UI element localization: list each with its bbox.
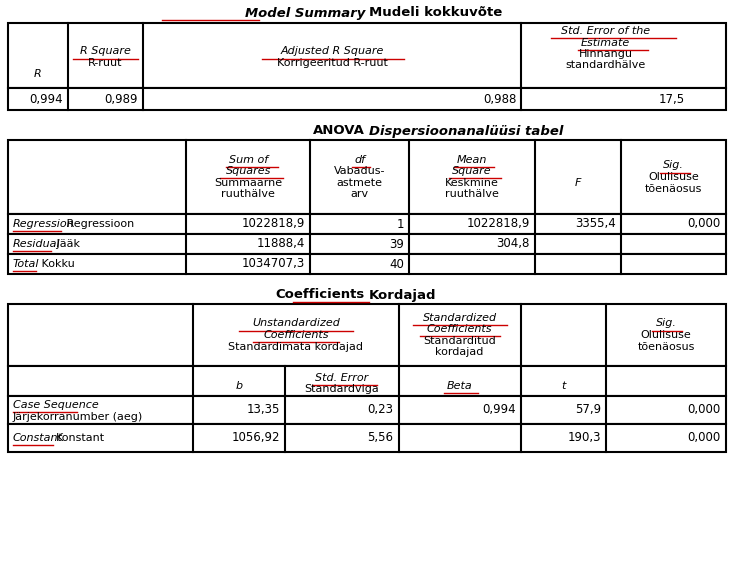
Bar xyxy=(8,140,726,214)
Text: Keskmine: Keskmine xyxy=(446,178,499,188)
Text: Constant: Constant xyxy=(13,433,63,443)
Text: Standarditud: Standarditud xyxy=(424,336,496,346)
Text: 57,9: 57,9 xyxy=(575,403,601,416)
Text: Standardized: Standardized xyxy=(423,313,497,323)
Text: Kordajad: Kordajad xyxy=(369,289,437,302)
Text: 39: 39 xyxy=(390,237,404,250)
Bar xyxy=(8,214,726,234)
Text: 11888,4: 11888,4 xyxy=(257,237,305,250)
Text: Coefficients: Coefficients xyxy=(276,289,365,302)
Bar xyxy=(8,424,726,452)
Bar xyxy=(8,366,726,396)
Text: Total: Total xyxy=(13,259,40,269)
Text: 0,988: 0,988 xyxy=(483,93,517,106)
Text: Olulisuse: Olulisuse xyxy=(641,330,691,340)
Text: Square: Square xyxy=(452,166,492,176)
Text: t: t xyxy=(562,381,566,391)
Text: Case Sequence: Case Sequence xyxy=(13,400,99,410)
Text: R: R xyxy=(34,69,42,79)
Text: Sum of: Sum of xyxy=(228,155,268,165)
Text: ANOVA: ANOVA xyxy=(313,124,365,137)
Text: 1: 1 xyxy=(397,218,404,231)
Text: 3355,4: 3355,4 xyxy=(575,218,616,231)
Text: Hinnangu: Hinnangu xyxy=(578,49,633,59)
Text: 17,5: 17,5 xyxy=(659,93,685,106)
Text: Mudeli kokkuvõte: Mudeli kokkuvõte xyxy=(369,7,502,20)
Bar xyxy=(8,304,726,366)
Bar xyxy=(8,254,726,274)
Text: Mean: Mean xyxy=(457,155,487,165)
Text: F: F xyxy=(575,178,581,188)
Text: 0,23: 0,23 xyxy=(368,403,393,416)
Text: arv: arv xyxy=(351,189,369,199)
Text: Konstant: Konstant xyxy=(56,433,105,443)
Text: 1022818,9: 1022818,9 xyxy=(467,218,530,231)
Text: Coefficients: Coefficients xyxy=(264,330,329,340)
Text: Olulisuse: Olulisuse xyxy=(648,172,699,182)
Text: df: df xyxy=(355,155,366,165)
Text: Std. Error: Std. Error xyxy=(315,373,368,383)
Text: Vabadus-: Vabadus- xyxy=(334,166,385,176)
Text: 0,994: 0,994 xyxy=(29,93,62,106)
Text: Beta: Beta xyxy=(447,381,473,391)
Text: R Square: R Square xyxy=(80,46,131,57)
Text: Std. Error of the: Std. Error of the xyxy=(562,26,650,36)
Text: Sig.: Sig. xyxy=(655,319,677,328)
Text: Standardimata kordajad: Standardimata kordajad xyxy=(228,341,363,351)
Text: R-ruut: R-ruut xyxy=(88,58,123,67)
Text: Korrigeeritud R-ruut: Korrigeeritud R-ruut xyxy=(277,58,388,68)
Bar xyxy=(8,396,726,424)
Text: 0,000: 0,000 xyxy=(688,432,721,445)
Text: b: b xyxy=(236,381,243,391)
Text: 0,989: 0,989 xyxy=(104,93,138,106)
Text: ruuthälve: ruuthälve xyxy=(221,189,275,199)
Text: Standardviga: Standardviga xyxy=(305,384,379,394)
Text: 0,994: 0,994 xyxy=(482,403,516,416)
Text: kordajad: kordajad xyxy=(435,347,484,357)
Text: Unstandardized: Unstandardized xyxy=(252,319,340,328)
Text: 1056,92: 1056,92 xyxy=(232,432,280,445)
Text: astmete: astmete xyxy=(337,178,383,188)
Text: 0,000: 0,000 xyxy=(688,403,721,416)
Text: Squares: Squares xyxy=(225,166,271,176)
Text: 304,8: 304,8 xyxy=(497,237,530,250)
Text: 0,000: 0,000 xyxy=(688,218,721,231)
Text: Kokku: Kokku xyxy=(38,259,75,269)
Text: Summaarne: Summaarne xyxy=(214,178,283,188)
Text: Regressioon: Regressioon xyxy=(63,219,134,229)
Text: Estimate: Estimate xyxy=(581,37,631,47)
Bar xyxy=(8,234,726,254)
Text: 13,35: 13,35 xyxy=(247,403,280,416)
Bar xyxy=(8,88,726,110)
Text: standardhälve: standardhälve xyxy=(566,60,646,71)
Bar xyxy=(8,23,726,88)
Text: 1022818,9: 1022818,9 xyxy=(242,218,305,231)
Text: Järjekorranumber (aeg): Järjekorranumber (aeg) xyxy=(13,412,143,422)
Text: 40: 40 xyxy=(390,258,404,271)
Text: Coefficients: Coefficients xyxy=(427,324,493,334)
Text: Sig.: Sig. xyxy=(663,160,684,171)
Text: Residual: Residual xyxy=(13,239,61,249)
Text: tõenäosus: tõenäosus xyxy=(645,184,702,193)
Text: 5,56: 5,56 xyxy=(368,432,393,445)
Text: Jääk: Jääk xyxy=(53,239,80,249)
Text: Model Summary: Model Summary xyxy=(244,7,365,20)
Text: 1034707,3: 1034707,3 xyxy=(242,258,305,271)
Text: 190,3: 190,3 xyxy=(567,432,601,445)
Text: Regression: Regression xyxy=(13,219,75,229)
Text: ruuthälve: ruuthälve xyxy=(446,189,499,199)
Text: Dispersioonanalüüsi tabel: Dispersioonanalüüsi tabel xyxy=(369,124,564,137)
Text: Adjusted R Square: Adjusted R Square xyxy=(280,46,384,57)
Text: tõenäosus: tõenäosus xyxy=(637,341,695,351)
